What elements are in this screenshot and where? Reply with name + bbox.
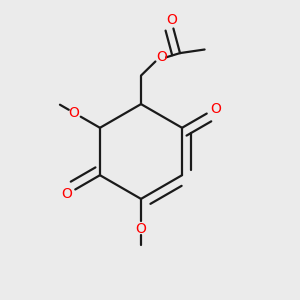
Text: O: O [166,13,177,26]
Text: O: O [210,102,221,116]
Text: O: O [136,222,146,236]
Text: O: O [68,106,80,120]
Text: O: O [156,50,167,64]
Text: O: O [61,188,72,201]
